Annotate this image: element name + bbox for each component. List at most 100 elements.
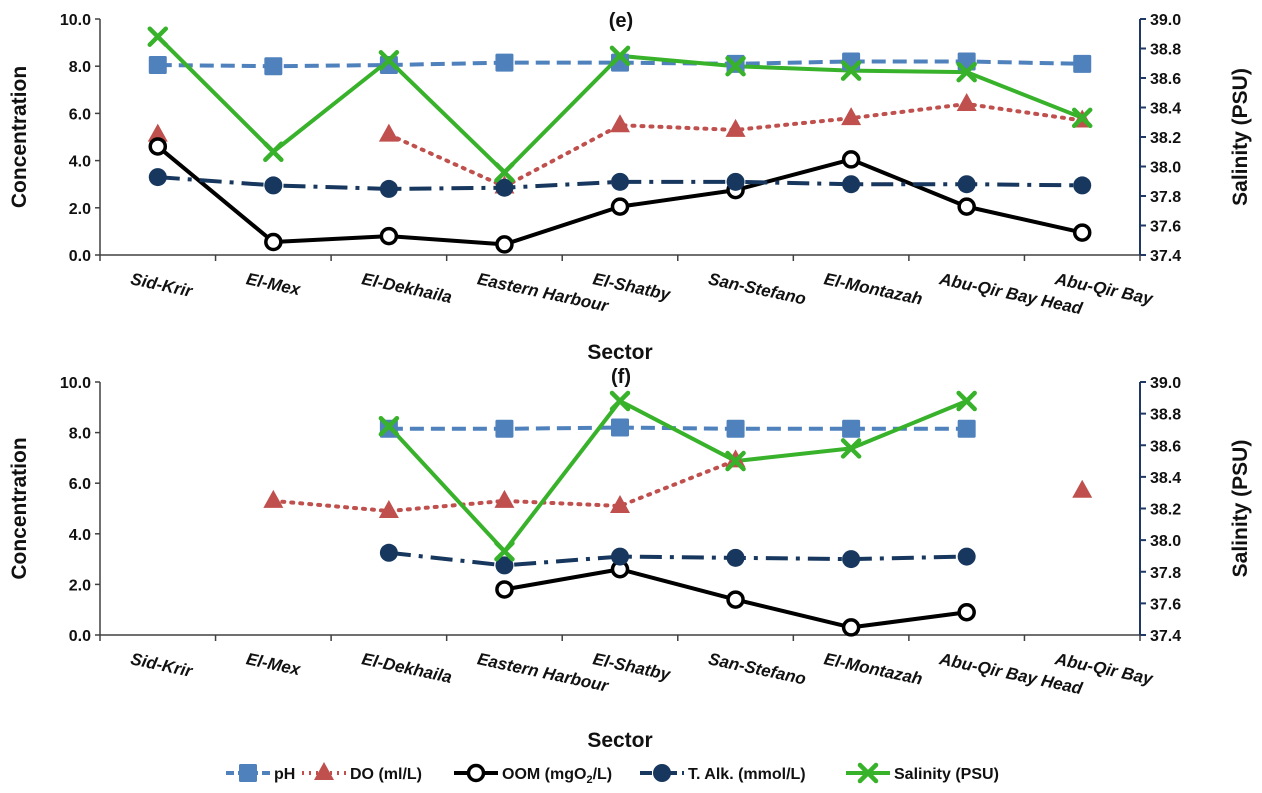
data-point-oom: [1072, 223, 1092, 242]
data-point-salinity: [956, 390, 977, 412]
legend-label-oom: OOM (mgO2/L): [502, 766, 612, 786]
data-point-t_alk: [726, 172, 745, 191]
y2-tick-label: 38.8: [1150, 42, 1181, 59]
data-point-do: [1072, 479, 1093, 498]
y2-tick-label: 37.8: [1150, 189, 1181, 206]
data-point-salinity: [609, 45, 631, 67]
x-category-label: Eastern Harbour: [476, 649, 612, 696]
data-point-t_alk: [495, 556, 514, 575]
data-point-t_alk: [148, 168, 167, 187]
data-point-ph: [1073, 54, 1092, 73]
y-tick-label: 2.0: [69, 577, 91, 594]
data-point-t_alk: [842, 550, 861, 569]
legend-label-t_alk: T. Alk. (mmol/L): [688, 766, 806, 783]
data-point-do: [725, 118, 746, 137]
data-point-salinity-b: [956, 390, 977, 412]
y2-tick-label: 38.4: [1150, 101, 1181, 118]
data-point-do: [263, 489, 284, 508]
y2-tick-label: 38.0: [1150, 160, 1181, 177]
data-point-ph: [726, 419, 745, 438]
x-axis-title: Sector: [587, 729, 652, 752]
y2-tick-label: 39.0: [1150, 12, 1181, 29]
y-tick-label: 4.0: [69, 154, 91, 171]
data-point-t_alk: [957, 175, 976, 194]
x-axis-title: Sector: [587, 341, 652, 364]
x-category-label: El-Dekhaila: [360, 269, 454, 307]
legend-marker-salinity-b: [857, 762, 879, 784]
data-point-salinity: [494, 540, 515, 562]
legend-marker-t_alk: [653, 764, 671, 782]
data-point-salinity-b: [609, 45, 631, 67]
data-point-salinity: [840, 438, 862, 459]
y-tick-label: 0.0: [69, 248, 91, 265]
data-point-salinity-b: [725, 450, 746, 472]
data-point-salinity: [147, 26, 169, 47]
data-point-salinity: [378, 50, 400, 71]
x-category-label: San-Stefano: [707, 269, 808, 308]
data-point-ph: [264, 57, 283, 76]
data-point-salinity-b: [725, 55, 746, 77]
data-point-do: [610, 114, 630, 133]
data-point-salinity-b: [840, 438, 862, 459]
data-point-oom: [957, 197, 976, 216]
data-point-salinity-b: [1071, 107, 1093, 129]
y-tick-label: 2.0: [69, 201, 91, 218]
series-line-do: [271, 458, 738, 514]
data-point-t_alk: [726, 548, 745, 567]
legend-label-ph: pH: [274, 766, 295, 783]
x-category-label: El-Mex: [245, 269, 304, 299]
y-axis-title: Concentration: [8, 66, 31, 208]
y2-tick-label: 38.2: [1150, 502, 1181, 519]
data-point-oom: [379, 226, 399, 246]
data-point-t_alk: [611, 172, 629, 191]
y2-tick-label: 37.6: [1150, 596, 1181, 613]
legend-marker-salinity: [857, 762, 879, 784]
legend-marker-oom: [466, 763, 486, 783]
data-point-salinity-b: [147, 26, 169, 47]
data-point-oom: [495, 235, 514, 254]
data-point-oom: [495, 580, 514, 599]
data-point-salinity-b: [840, 60, 862, 81]
data-point-salinity: [725, 450, 746, 472]
data-point-t_alk: [1073, 176, 1092, 195]
y-tick-label: 4.0: [69, 527, 91, 544]
y-tick-label: 6.0: [69, 106, 91, 123]
y2-axis-title: Salinity (PSU): [1229, 68, 1252, 206]
y-axis-title: Concentration: [8, 437, 31, 579]
data-point-salinity: [1071, 107, 1093, 129]
series-line-salinity: [387, 398, 968, 554]
y-tick-label: 6.0: [69, 476, 91, 493]
data-point-t_alk: [611, 547, 629, 566]
data-point-oom: [841, 618, 861, 637]
panel-title: (f): [611, 366, 631, 388]
y2-tick-label: 38.6: [1150, 438, 1181, 455]
series-line-ph: [388, 425, 967, 431]
y2-axis-title: Salinity (PSU): [1229, 440, 1252, 578]
data-point-oom: [957, 602, 976, 622]
x-category-label: San-Stefano: [707, 649, 808, 688]
data-point-do: [956, 92, 977, 111]
data-point-salinity-b: [378, 50, 400, 71]
x-category-label: Sid-Krir: [129, 649, 195, 681]
data-point-salinity: [956, 61, 977, 83]
data-point-ph: [611, 418, 629, 437]
data-point-t_alk: [379, 179, 398, 198]
legend: pH DO (ml/L) OOM (mgO2/L) T. Alk. (mmol/L) S…: [226, 762, 999, 786]
legend-label-do: DO (ml/L): [350, 766, 422, 783]
x-category-label: El-Dekhaila: [360, 649, 454, 687]
data-point-t_alk: [842, 175, 861, 194]
legend-label-salinity: Salinity (PSU): [894, 766, 999, 783]
y-tick-label: 8.0: [69, 426, 91, 443]
x-category-label: Sid-Krir: [129, 269, 195, 301]
data-point-do: [494, 489, 515, 508]
y2-tick-label: 39.0: [1150, 375, 1181, 392]
y2-tick-label: 37.4: [1150, 628, 1181, 645]
y2-tick-label: 38.6: [1150, 71, 1181, 88]
panel-f: 0.0 2.0 4.0 6.0 8.0 10.0 37.4 37.6 37.8 38.0 38.2 3…: [8, 366, 1252, 752]
data-point-t_alk: [264, 176, 283, 195]
legend-marker-ph: [239, 764, 257, 782]
series-line-oom: [156, 144, 1083, 247]
data-point-ph: [379, 56, 398, 75]
data-point-do: [147, 123, 168, 142]
x-category-label: El-Montazah: [822, 269, 924, 308]
